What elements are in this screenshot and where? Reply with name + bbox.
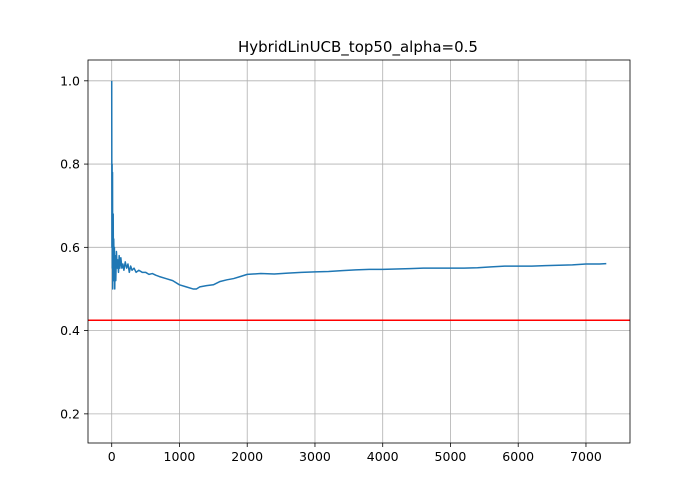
- y-tick-label: 1.0: [60, 73, 80, 88]
- x-tick-label: 0: [108, 449, 116, 464]
- y-tick-label: 0.2: [60, 406, 80, 421]
- x-tick-label: 2000: [231, 449, 263, 464]
- chart-title: HybridLinUCB_top50_alpha=0.5: [238, 38, 478, 57]
- x-tick-label: 6000: [502, 449, 534, 464]
- x-tick-label: 7000: [570, 449, 602, 464]
- y-tick-label: 0.4: [60, 323, 80, 338]
- y-tick-label: 0.6: [60, 240, 80, 255]
- y-tick-label: 0.8: [60, 157, 80, 172]
- x-tick-label: 1000: [164, 449, 196, 464]
- x-tick-label: 4000: [367, 449, 399, 464]
- series-line: [110, 80, 607, 290]
- plot-area: 0 1000 2000 3000 4000 5000 6000 7000 0.2 0.4 0.6 0.…: [60, 59, 631, 464]
- x-tick-label: 3000: [299, 449, 331, 464]
- x-tick-label: 5000: [435, 449, 467, 464]
- axes-frame: [87, 59, 631, 444]
